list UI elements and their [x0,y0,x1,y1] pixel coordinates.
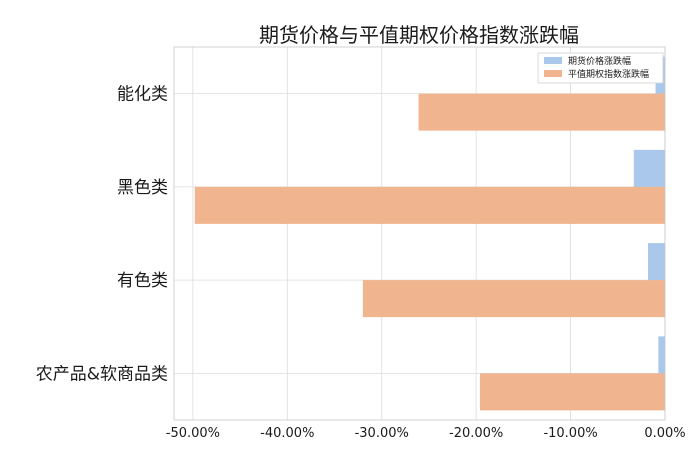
x-tick-label: -50.00% [166,426,220,441]
x-tick-label: -10.00% [543,426,597,441]
legend-swatch-futures [544,57,562,64]
category-label: 能化类 [117,85,168,105]
legend-label-options: 平值期权指数涨跌幅 [568,68,649,80]
bar-options [362,280,665,318]
x-tick-label: -20.00% [449,426,503,441]
bar-options [418,93,665,131]
x-tick-label: -40.00% [260,426,314,441]
bar-futures [658,336,665,374]
category-label: 黑色类 [117,178,168,198]
bar-options [479,373,665,411]
bar-futures [633,149,665,187]
axes: -50.00% -40.00% -30.00% -20.00% -10.00% 0.00%… [36,46,686,441]
x-tick-label: -30.00% [355,426,409,441]
bars [194,56,665,411]
x-tick-label: 0.00% [644,426,685,441]
plot-frame [173,46,666,421]
category-label: 有色类 [117,271,168,291]
legend: 期货价格涨跌幅 平值期权指数涨跌幅 [537,52,664,84]
legend-swatch-options [544,70,562,77]
chart-title: 期货价格与平值期权价格指数涨跌幅 [259,23,579,47]
legend-label-futures: 期货价格涨跌幅 [568,55,631,67]
category-label: 农产品&软商品类 [36,364,168,384]
bar-futures [648,243,665,281]
bar-options [194,186,665,224]
